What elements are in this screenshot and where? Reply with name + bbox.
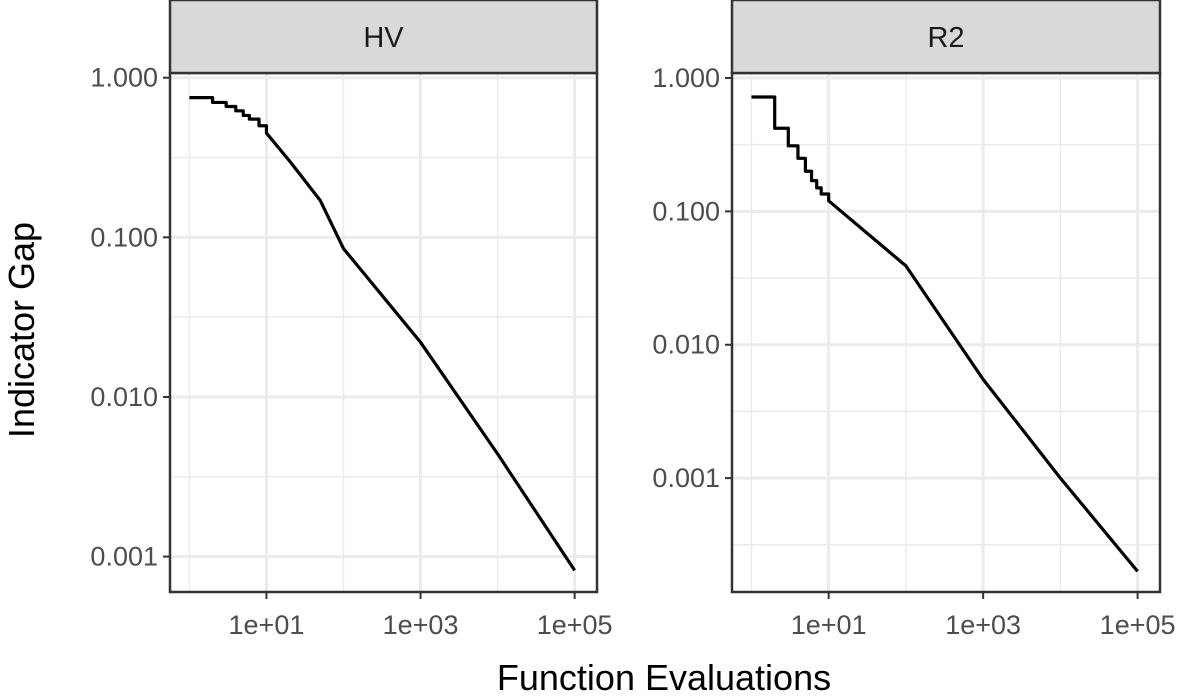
y-tick-label: 0.001 [652, 463, 720, 493]
facet-strip [730, 0, 1162, 75]
y-axis-title: Indicator Gap [1, 222, 42, 438]
panel-hv: 1.000 0.100 0.010 0.001 1e+01 1e+03 1e+05 HV [90, 0, 613, 640]
plot-background [170, 73, 597, 592]
x-tick-label: 1e+03 [383, 610, 459, 640]
series-line-hv [189, 96, 576, 572]
panel-r2: 1.000 0.100 0.010 0.001 1e+01 1e+03 1e+05 R2 [652, 0, 1176, 640]
x-tick-label: 1e+05 [537, 610, 613, 640]
series-line-r2 [751, 95, 1139, 573]
facet-strip-label: HV [363, 22, 404, 54]
facet-strip-label: R2 [927, 22, 964, 54]
x-axis-title: Function Evaluations [497, 657, 831, 696]
y-tick-label: 0.100 [652, 196, 720, 226]
x-tick-label: 1e+03 [945, 610, 1021, 640]
y-tick-label: 0.010 [90, 382, 158, 412]
x-tick-label: 1e+01 [791, 610, 867, 640]
y-tick-label: 1.000 [90, 63, 158, 93]
y-tick-label: 0.010 [652, 330, 720, 360]
x-tick-label: 1e+01 [229, 610, 305, 640]
y-tick-label: 0.001 [90, 542, 158, 572]
y-tick-label: 0.100 [90, 222, 158, 252]
facet-strip [168, 0, 599, 75]
x-tick-label: 1e+05 [1100, 610, 1176, 640]
y-tick-label: 1.000 [652, 63, 720, 93]
plot-background [732, 73, 1160, 592]
